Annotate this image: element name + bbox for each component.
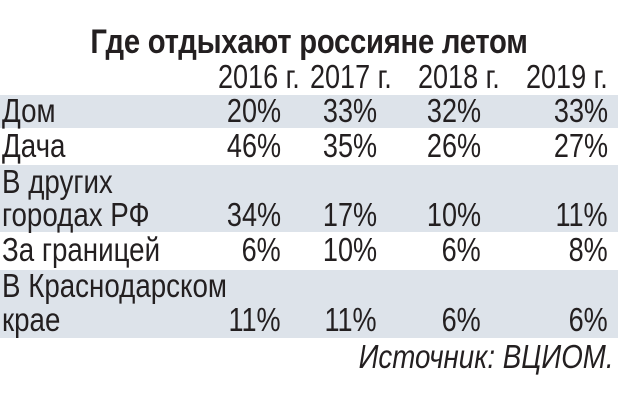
row-label: Дом bbox=[2, 92, 56, 129]
table-row: За границей 6% 10% 6% 8% bbox=[0, 232, 618, 268]
table-row: Дача 46% 35% 26% 27% bbox=[0, 128, 618, 164]
column-header-2019: 2019 г. bbox=[526, 58, 608, 95]
table-row: Дом 20% 33% 32% 33% bbox=[0, 93, 618, 129]
cell-value: 6% bbox=[241, 231, 281, 268]
column-header-2018: 2018 г. bbox=[418, 58, 500, 95]
row-label-line2: городах РФ bbox=[2, 196, 150, 233]
cell-value: 11% bbox=[555, 196, 608, 233]
row-label-line1: В Краснодарском bbox=[2, 267, 227, 304]
cell-value: 10% bbox=[426, 196, 481, 233]
row-label: Дача bbox=[2, 127, 66, 164]
cell-value: 6% bbox=[568, 301, 608, 338]
cell-value: 6% bbox=[441, 231, 481, 268]
cell-value: 11% bbox=[228, 301, 281, 338]
chart-title: Где отдыхают россияне летом bbox=[90, 23, 528, 61]
cell-value: 11% bbox=[324, 301, 377, 338]
column-header-2016: 2016 г. bbox=[218, 58, 300, 95]
cell-value: 20% bbox=[226, 92, 281, 129]
cell-value: 26% bbox=[426, 127, 481, 164]
cell-value: 34% bbox=[226, 196, 281, 233]
source-note: Источник: ВЦИОМ. bbox=[359, 338, 614, 375]
column-header-row: 2016 г. 2017 г. 2018 г. 2019 г. bbox=[0, 58, 618, 96]
table-row: В Краснодарском крае 11% 11% 6% 6% bbox=[0, 268, 618, 338]
table-row: В других городах РФ 34% 17% 10% 11% bbox=[0, 163, 618, 233]
row-band-krasnodar bbox=[0, 270, 618, 338]
cell-value: 6% bbox=[441, 301, 481, 338]
row-band-home bbox=[0, 95, 618, 128]
cell-value: 33% bbox=[553, 92, 608, 129]
cell-value: 10% bbox=[322, 231, 377, 268]
cell-value: 8% bbox=[568, 231, 608, 268]
row-label: За границей bbox=[2, 231, 161, 268]
cell-value: 27% bbox=[553, 127, 608, 164]
row-band-other-cities bbox=[0, 165, 618, 232]
column-header-2017: 2017 г. bbox=[310, 58, 392, 95]
cell-value: 32% bbox=[426, 92, 481, 129]
row-label-line1: В других bbox=[2, 163, 113, 200]
cell-value: 33% bbox=[322, 92, 377, 129]
cell-value: 17% bbox=[322, 196, 377, 233]
cell-value: 35% bbox=[322, 127, 377, 164]
cell-value: 46% bbox=[226, 127, 281, 164]
row-label-line2: крае bbox=[2, 301, 61, 338]
